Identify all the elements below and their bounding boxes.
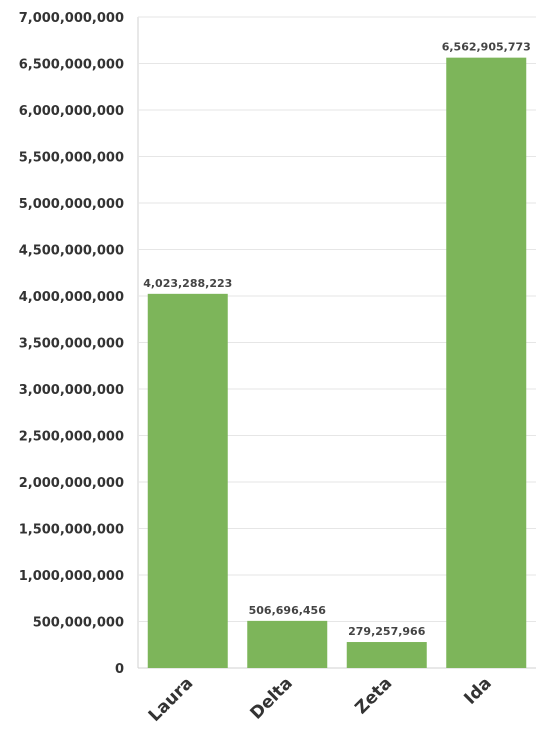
y-tick-label: 3,500,000,000 <box>19 337 124 352</box>
data-labels: 4,023,288,223 506,696,456 279,257,966 6,562… <box>143 41 531 638</box>
x-axis-ticks: Laura Delta Zeta Ida <box>145 673 496 726</box>
y-tick-label: 1,500,000,000 <box>19 523 124 538</box>
y-tick-label: 1,000,000,000 <box>19 569 124 584</box>
bar <box>346 642 427 668</box>
y-tick-label: 5,500,000,000 <box>19 151 124 166</box>
x-tick-label: Ida <box>460 673 495 708</box>
y-tick-label: 2,000,000,000 <box>19 476 124 491</box>
bar <box>147 293 228 668</box>
y-tick-label: 5,000,000,000 <box>19 197 124 212</box>
y-tick-label: 6,500,000,000 <box>19 58 124 73</box>
bars <box>147 57 527 668</box>
y-tick-label: 2,500,000,000 <box>19 430 124 445</box>
x-tick-label: Zeta <box>351 673 396 718</box>
y-axis-ticks: 0 500,000,000 1,000,000,000 1,500,000,000 2,… <box>19 11 124 677</box>
y-tick-label: 6,000,000,000 <box>19 104 124 119</box>
bar-value-label: 506,696,456 <box>249 604 327 617</box>
y-tick-label: 3,000,000,000 <box>19 383 124 398</box>
y-tick-label: 7,000,000,000 <box>19 11 124 26</box>
bar-value-label: 279,257,966 <box>348 625 426 638</box>
bar-value-label: 6,562,905,773 <box>442 41 531 54</box>
bar <box>247 620 328 668</box>
x-tick-label: Laura <box>145 673 198 726</box>
x-tick-label: Delta <box>247 673 297 723</box>
bar-value-label: 4,023,288,223 <box>143 277 232 290</box>
y-tick-label: 0 <box>115 662 124 677</box>
y-tick-label: 4,000,000,000 <box>19 290 124 305</box>
bar <box>446 57 527 668</box>
y-tick-label: 4,500,000,000 <box>19 244 124 259</box>
y-tick-label: 500,000,000 <box>33 616 124 631</box>
